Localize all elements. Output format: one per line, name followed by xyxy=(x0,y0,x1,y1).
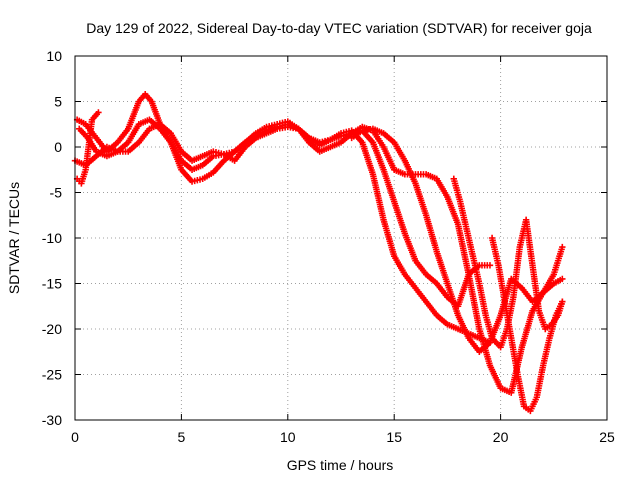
x-tick-label: 20 xyxy=(493,429,509,445)
plot-marks xyxy=(71,91,566,415)
y-tick-label: -30 xyxy=(42,412,62,428)
series-trace-b xyxy=(76,116,494,310)
y-tick-label: -25 xyxy=(42,367,62,383)
y-tick-label: 0 xyxy=(54,139,62,155)
y-tick-label: 10 xyxy=(46,48,62,64)
y-tick-label: 5 xyxy=(54,94,62,110)
data-point xyxy=(559,275,566,283)
y-tick-label: -5 xyxy=(50,185,63,201)
data-point xyxy=(486,262,494,269)
data-point xyxy=(95,109,102,116)
x-tick-label: 5 xyxy=(178,429,186,445)
x-tick-label: 15 xyxy=(386,429,402,445)
x-tick-label: 25 xyxy=(599,429,615,445)
x-axis-label: GPS time / hours xyxy=(287,457,394,473)
data-point xyxy=(559,298,566,305)
y-tick-label: -10 xyxy=(42,230,62,246)
series-trace-g xyxy=(73,109,102,187)
series-trace-f xyxy=(488,234,566,415)
x-tick-label: 0 xyxy=(71,429,79,445)
y-tick-label: -20 xyxy=(42,321,62,337)
y-tick-label: -15 xyxy=(42,276,62,292)
data-point xyxy=(559,243,566,251)
series-trace-d xyxy=(348,125,566,355)
series-trace-e xyxy=(450,175,566,351)
grid xyxy=(75,56,607,420)
axes: 0 5 10 15 20 25 -30 -25 -20 -15 -10 -5 0 5 10 xyxy=(42,48,615,445)
y-axis-label: SDTVAR / TECUs xyxy=(6,182,22,294)
chart-title: Day 129 of 2022, Sidereal Day-to-day VTE… xyxy=(86,20,592,36)
series-trace-c xyxy=(71,121,566,396)
x-tick-label: 10 xyxy=(280,429,296,445)
